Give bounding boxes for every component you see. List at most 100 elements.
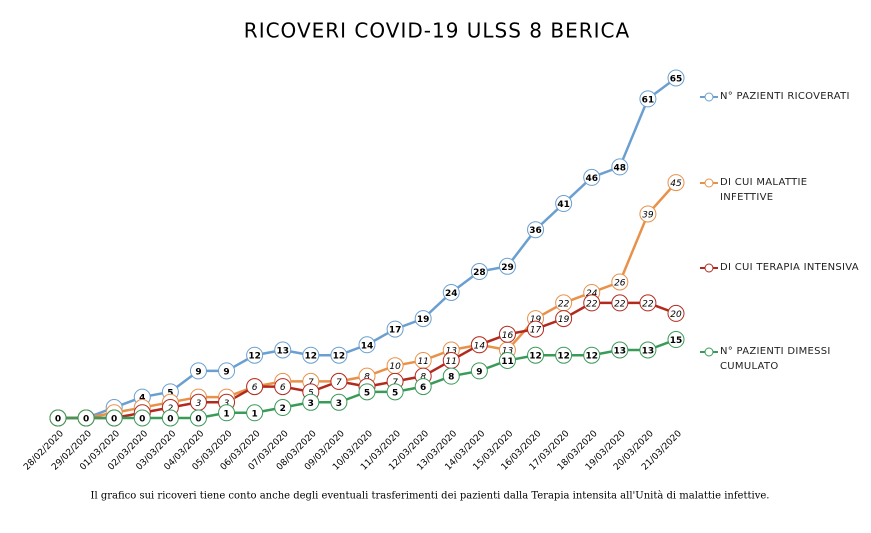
- data-label: 13: [642, 347, 655, 357]
- point-marker: [611, 341, 629, 359]
- point-marker: [470, 336, 488, 354]
- point-marker: [218, 404, 236, 422]
- point-marker: [414, 310, 432, 328]
- point-marker: [218, 362, 236, 380]
- legend-marker: [704, 178, 714, 188]
- data-label: 0: [139, 415, 145, 425]
- series-line: [58, 301, 677, 420]
- data-label: 61: [642, 95, 655, 105]
- data-label: 0: [111, 415, 117, 425]
- point-marker: [583, 168, 601, 186]
- point-marker: [246, 346, 264, 364]
- data-label: 2: [280, 404, 286, 414]
- data-label: 12: [529, 352, 542, 362]
- data-label: 8: [364, 373, 370, 383]
- legend-marker: [704, 347, 714, 357]
- point-marker: [442, 367, 460, 385]
- data-label: 0: [195, 415, 201, 425]
- data-label: 3: [224, 399, 230, 409]
- data-label: 17: [530, 326, 542, 336]
- data-label: 5: [308, 388, 314, 398]
- point-marker: [330, 393, 348, 411]
- chart-title: RICOVERI COVID-19 ULSS 8 BERICA: [244, 19, 630, 43]
- data-label: 14: [474, 341, 486, 351]
- point-marker: [527, 346, 545, 364]
- data-label: 9: [223, 367, 229, 377]
- data-label: 12: [333, 352, 346, 362]
- data-label: 5: [364, 388, 370, 398]
- point-marker: [161, 409, 179, 427]
- data-label: 6: [252, 383, 258, 393]
- data-label: 11: [501, 357, 514, 367]
- point-marker: [105, 409, 123, 427]
- point-marker: [583, 346, 601, 364]
- data-label: 12: [557, 352, 570, 362]
- point-marker: [302, 393, 320, 411]
- data-label: 24: [445, 289, 458, 299]
- data-label: 22: [614, 299, 626, 309]
- data-label: 8: [448, 373, 454, 383]
- data-label: 7: [308, 378, 314, 388]
- data-label: 12: [585, 352, 598, 362]
- point-marker: [133, 409, 151, 427]
- data-label: 8: [420, 373, 426, 383]
- legend-label: N° PAZIENTI DIMESSI CUMULATO: [720, 346, 831, 372]
- data-label: 5: [392, 388, 398, 398]
- data-label: 11: [417, 357, 428, 367]
- data-label: 22: [642, 299, 654, 309]
- series-line: [58, 76, 677, 420]
- point-marker: [583, 294, 601, 312]
- data-label: 5: [167, 388, 173, 398]
- point-marker: [330, 346, 348, 364]
- point-marker: [302, 346, 320, 364]
- legend-label: N° PAZIENTI RICOVERATI: [720, 91, 850, 102]
- data-label: 22: [558, 299, 570, 309]
- data-label: 13: [446, 347, 458, 357]
- point-marker: [414, 378, 432, 396]
- point-marker: [667, 304, 685, 322]
- data-label: 41: [557, 200, 570, 210]
- data-label: 14: [361, 341, 374, 351]
- data-label: 9: [195, 367, 201, 377]
- point-marker: [442, 283, 460, 301]
- point-marker: [498, 325, 516, 343]
- legend-marker: [704, 92, 714, 102]
- point-marker: [49, 409, 67, 427]
- data-label: 3: [308, 399, 314, 409]
- point-marker: [639, 294, 657, 312]
- point-marker: [470, 362, 488, 380]
- point-marker: [189, 362, 207, 380]
- data-label: 4: [139, 394, 145, 404]
- data-label: 3: [336, 399, 342, 409]
- data-label: 28: [473, 268, 486, 278]
- data-label: 0: [55, 415, 61, 425]
- data-label: 15: [670, 336, 683, 346]
- legend-marker: [704, 263, 714, 273]
- data-label: 7: [336, 378, 342, 388]
- data-label: 1: [223, 409, 229, 419]
- data-label: 19: [417, 315, 430, 325]
- legend-label: DI CUI MALATTIE INFETTIVE: [720, 177, 808, 203]
- data-label: 22: [586, 299, 598, 309]
- point-marker: [639, 341, 657, 359]
- data-label: 19: [558, 315, 570, 325]
- data-label: 7: [392, 378, 398, 388]
- point-marker: [386, 320, 404, 338]
- point-marker: [667, 174, 685, 192]
- point-marker: [555, 195, 573, 213]
- data-label: 24: [586, 289, 598, 299]
- data-label: 12: [248, 352, 261, 362]
- data-label: 6: [280, 383, 286, 393]
- data-label: 17: [389, 326, 402, 336]
- point-marker: [555, 346, 573, 364]
- data-label: 20: [670, 310, 682, 320]
- point-marker: [667, 331, 685, 349]
- data-label: 45: [670, 179, 682, 189]
- data-label: 65: [670, 75, 683, 85]
- point-marker: [386, 383, 404, 401]
- point-marker: [611, 294, 629, 312]
- point-marker: [358, 383, 376, 401]
- data-label: 12: [305, 352, 318, 362]
